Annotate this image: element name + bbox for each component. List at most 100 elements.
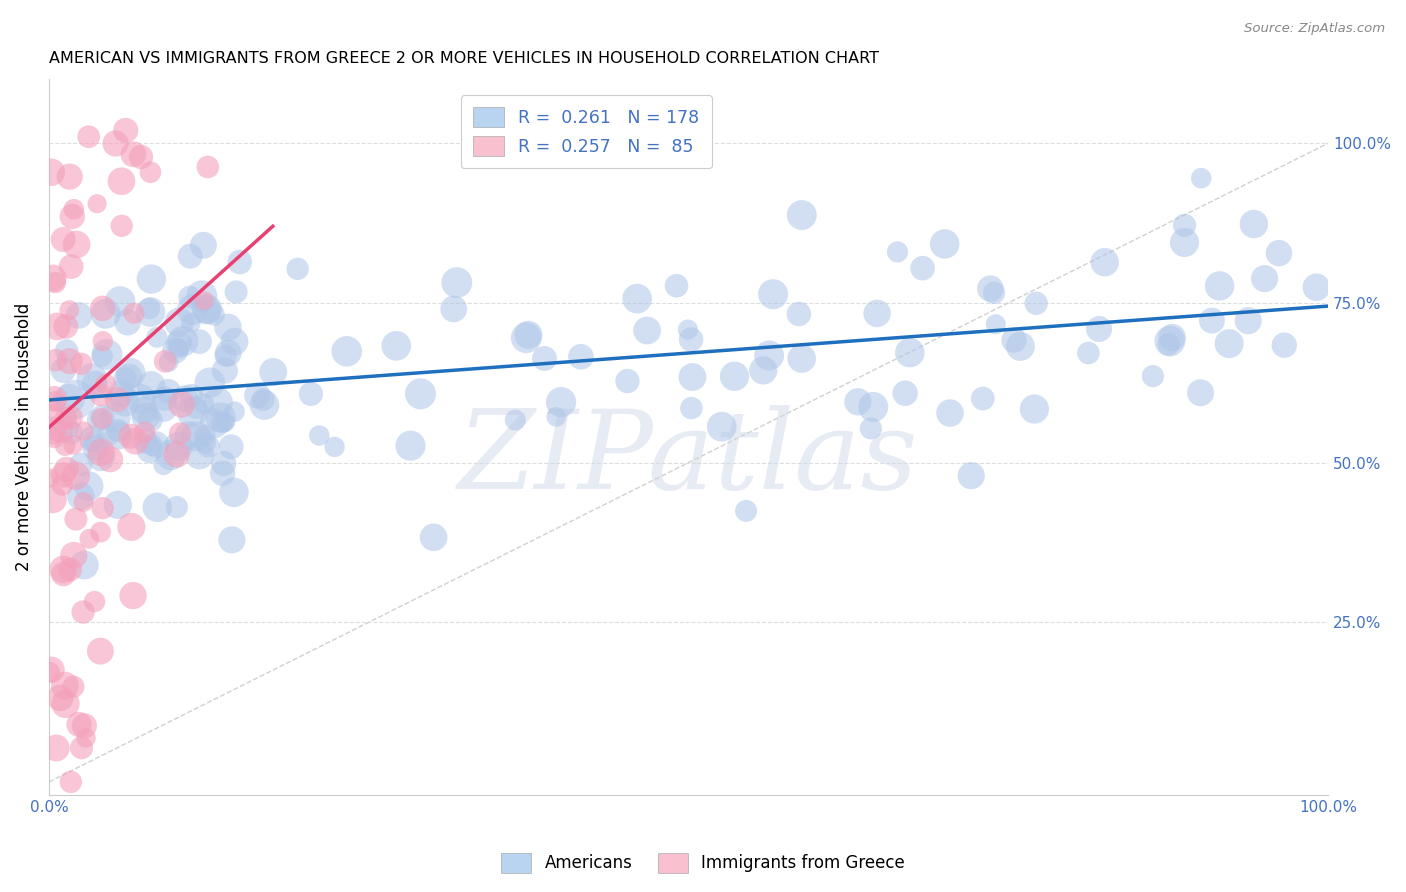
Point bbox=[1189, 171, 1212, 186]
Point bbox=[90, 525, 112, 540]
Point bbox=[184, 429, 207, 443]
Point bbox=[167, 336, 190, 351]
Point bbox=[209, 410, 232, 425]
Point bbox=[45, 741, 67, 756]
Point bbox=[114, 394, 136, 409]
Point bbox=[212, 457, 235, 471]
Point bbox=[63, 392, 86, 406]
Point bbox=[1010, 339, 1032, 353]
Point bbox=[229, 255, 252, 269]
Point bbox=[984, 318, 1007, 332]
Point bbox=[894, 386, 917, 401]
Point bbox=[188, 334, 211, 349]
Point bbox=[62, 549, 84, 563]
Point bbox=[188, 448, 211, 462]
Point bbox=[323, 440, 346, 454]
Point bbox=[117, 315, 139, 329]
Point bbox=[69, 489, 91, 503]
Point bbox=[174, 392, 197, 406]
Point bbox=[55, 697, 77, 711]
Point bbox=[55, 462, 77, 476]
Point bbox=[217, 320, 239, 334]
Point bbox=[153, 354, 176, 368]
Point bbox=[89, 644, 111, 658]
Point bbox=[198, 376, 221, 390]
Point bbox=[758, 349, 780, 363]
Point bbox=[399, 439, 422, 453]
Legend: Americans, Immigrants from Greece: Americans, Immigrants from Greece bbox=[495, 847, 911, 880]
Point bbox=[219, 440, 242, 454]
Point bbox=[246, 388, 269, 402]
Point bbox=[859, 421, 882, 435]
Point bbox=[97, 428, 120, 442]
Point bbox=[972, 392, 994, 406]
Point bbox=[49, 423, 72, 437]
Point bbox=[179, 249, 201, 263]
Point bbox=[73, 719, 96, 733]
Point bbox=[52, 467, 75, 482]
Point bbox=[83, 434, 105, 449]
Point bbox=[141, 272, 163, 286]
Point bbox=[139, 378, 162, 392]
Point bbox=[211, 415, 233, 429]
Point bbox=[107, 428, 129, 442]
Point bbox=[204, 417, 226, 431]
Point bbox=[214, 349, 236, 363]
Point bbox=[1025, 296, 1047, 310]
Point bbox=[195, 302, 218, 317]
Point bbox=[177, 428, 200, 442]
Point bbox=[211, 467, 233, 481]
Point bbox=[197, 439, 219, 453]
Point bbox=[1189, 385, 1212, 400]
Point bbox=[546, 409, 568, 424]
Point bbox=[752, 363, 775, 377]
Y-axis label: 2 or more Vehicles in Household: 2 or more Vehicles in Household bbox=[15, 303, 32, 571]
Point bbox=[665, 278, 688, 293]
Point bbox=[105, 392, 128, 407]
Point bbox=[139, 305, 162, 319]
Point bbox=[184, 401, 207, 415]
Point bbox=[67, 309, 90, 323]
Point bbox=[114, 372, 136, 386]
Point bbox=[225, 285, 247, 299]
Point bbox=[723, 369, 745, 384]
Point bbox=[129, 392, 152, 406]
Point bbox=[214, 415, 236, 429]
Point bbox=[169, 315, 191, 329]
Point bbox=[39, 165, 62, 179]
Point bbox=[94, 307, 117, 321]
Point bbox=[221, 533, 243, 547]
Point bbox=[886, 244, 908, 259]
Point bbox=[181, 405, 204, 419]
Point bbox=[59, 563, 82, 577]
Point bbox=[385, 339, 408, 353]
Point bbox=[73, 558, 96, 572]
Point bbox=[139, 165, 162, 179]
Point bbox=[193, 238, 215, 252]
Point bbox=[616, 374, 638, 388]
Point bbox=[110, 174, 132, 188]
Point bbox=[39, 471, 62, 485]
Point bbox=[533, 351, 555, 366]
Point bbox=[1024, 402, 1046, 417]
Point bbox=[91, 411, 114, 425]
Point bbox=[735, 504, 758, 518]
Point bbox=[979, 282, 1001, 296]
Point bbox=[91, 410, 114, 425]
Point bbox=[224, 405, 246, 419]
Point bbox=[59, 775, 82, 789]
Point bbox=[983, 285, 1005, 300]
Point bbox=[911, 261, 934, 276]
Point bbox=[52, 567, 75, 582]
Point bbox=[67, 717, 90, 731]
Point bbox=[170, 397, 193, 411]
Point bbox=[72, 605, 94, 619]
Point bbox=[91, 301, 114, 316]
Point bbox=[224, 334, 246, 349]
Point bbox=[44, 276, 66, 290]
Point bbox=[104, 410, 127, 425]
Point bbox=[96, 347, 118, 361]
Point bbox=[165, 343, 187, 358]
Point bbox=[515, 331, 537, 345]
Point bbox=[1305, 280, 1327, 294]
